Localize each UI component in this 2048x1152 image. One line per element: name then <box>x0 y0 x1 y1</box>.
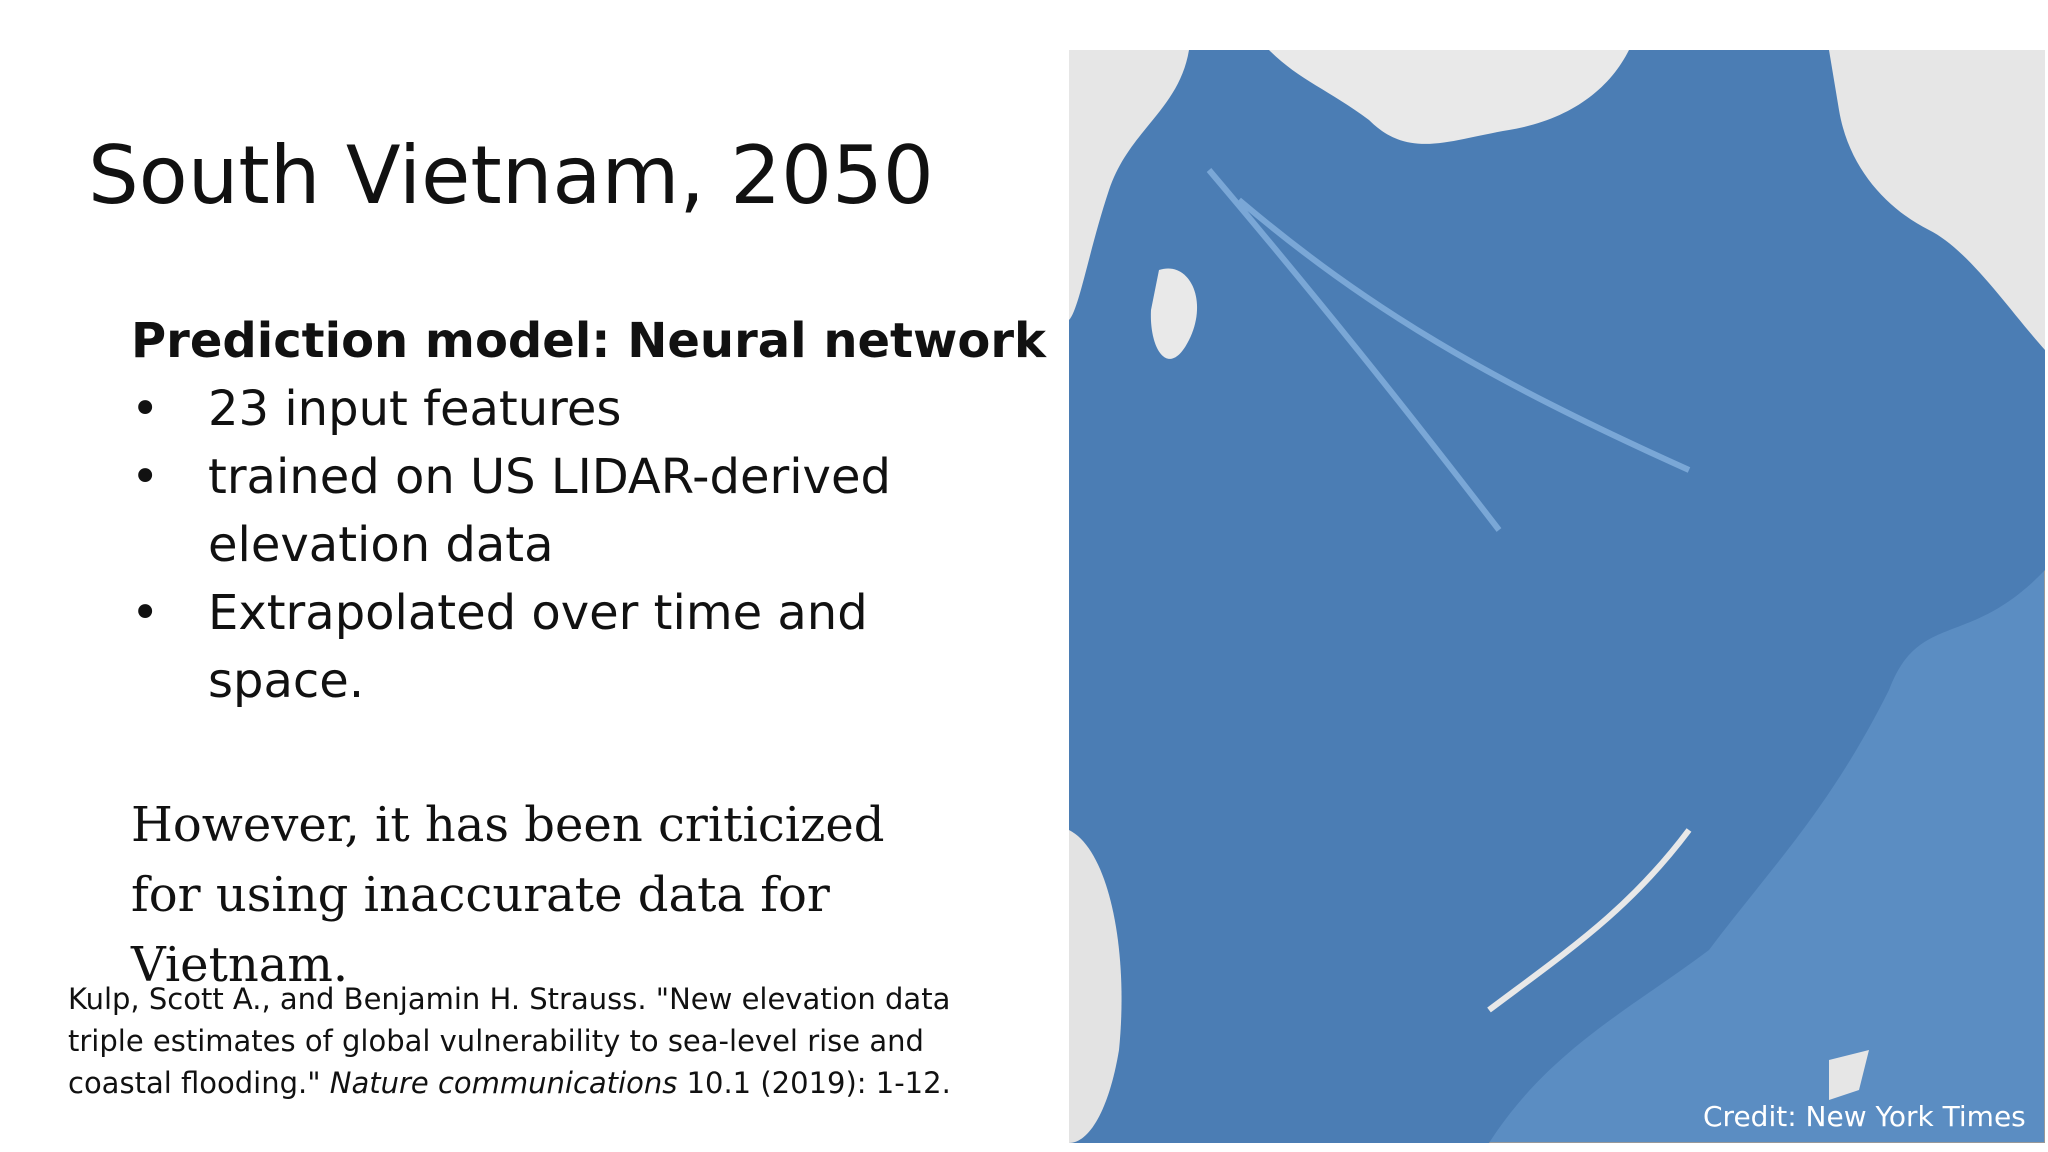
slide-title: South Vietnam, 2050 <box>88 129 934 222</box>
bullet-list: 23 input features trained on US LIDAR-de… <box>131 375 891 715</box>
bullet: Extrapolated over time and space. <box>131 579 891 715</box>
journal: Nature communications <box>329 1066 678 1100</box>
map <box>1069 50 2045 1143</box>
bullet: trained on US LIDAR-derived elevation da… <box>131 443 891 579</box>
heading: Prediction model: Neural network <box>131 313 1046 369</box>
citation-text: Kulp, Scott A., and Benjamin H. Strauss.… <box>68 982 951 1100</box>
citation-text: 10.1 (2019): 1-12. <box>686 1066 951 1100</box>
bullet: 23 input features <box>131 375 891 443</box>
citation: Kulp, Scott A., and Benjamin H. Strauss.… <box>68 978 1028 1104</box>
note: However, it has been criticized for usin… <box>131 797 885 993</box>
credit: Credit: New York Times <box>1703 1100 2026 1133</box>
